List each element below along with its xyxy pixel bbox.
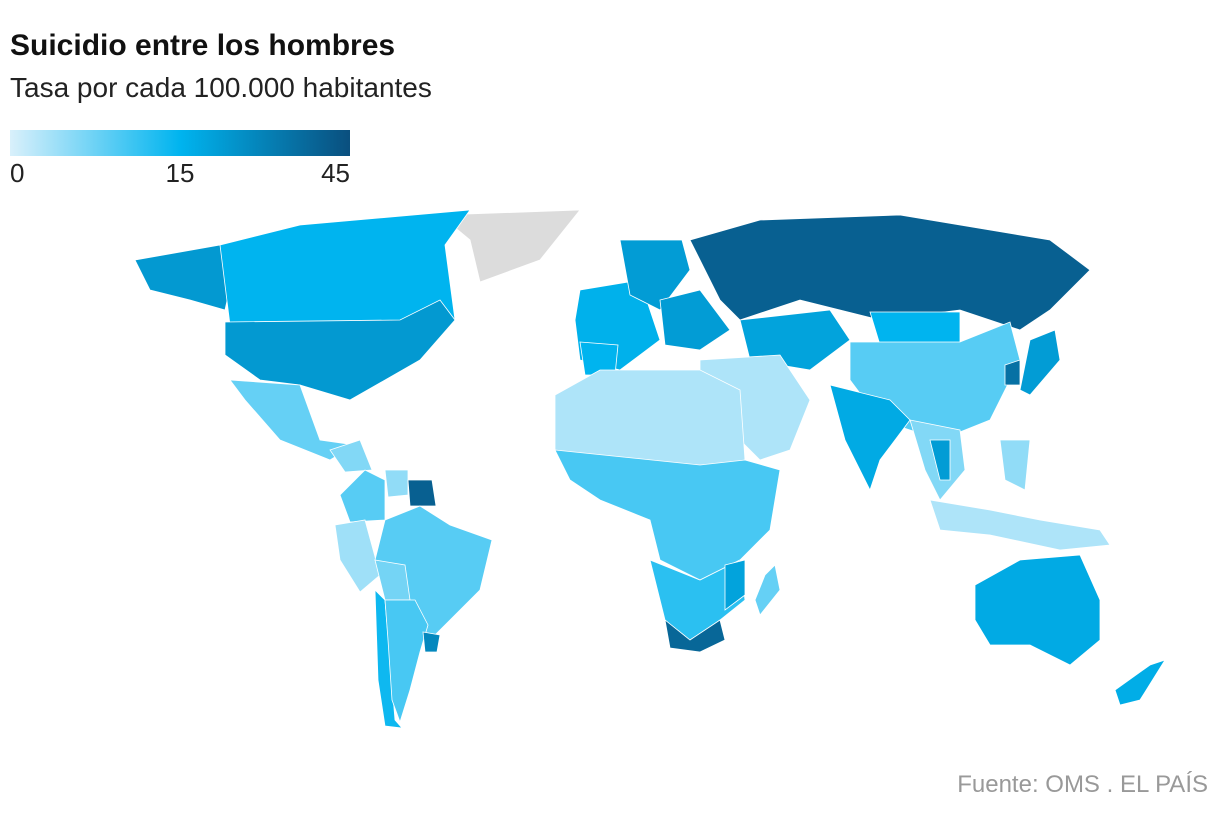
region (554, 449, 781, 581)
region (407, 479, 437, 507)
source: Fuente: OMS . EL PAÍS (957, 771, 1208, 798)
region (1019, 329, 1061, 396)
region (384, 469, 409, 498)
colorbar-tick-label: 15 (166, 158, 195, 188)
region (664, 619, 726, 653)
chart-subtitle: Tasa por cada 100.000 habitantes (10, 72, 432, 103)
colorbar (10, 130, 350, 156)
region (724, 559, 746, 611)
region (1004, 359, 1021, 386)
region (422, 631, 441, 653)
region (754, 564, 781, 616)
region (224, 299, 456, 401)
region (134, 244, 236, 311)
region (438, 209, 581, 283)
colorbar-tick-label: 0 (10, 158, 24, 188)
colorbar-tick-label: 45 (321, 158, 350, 188)
region (869, 311, 961, 346)
map (134, 209, 1166, 729)
region (334, 519, 381, 593)
region (829, 384, 911, 492)
region (619, 239, 691, 311)
region (659, 289, 731, 351)
region (974, 554, 1101, 666)
region (384, 599, 429, 724)
region (1114, 659, 1166, 706)
region (999, 439, 1031, 491)
region (929, 439, 951, 481)
region (339, 469, 386, 523)
region (929, 499, 1111, 551)
chart-title: Suicidio entre los hombres (10, 29, 395, 62)
region (739, 309, 851, 371)
region (329, 439, 373, 473)
region (374, 559, 411, 601)
